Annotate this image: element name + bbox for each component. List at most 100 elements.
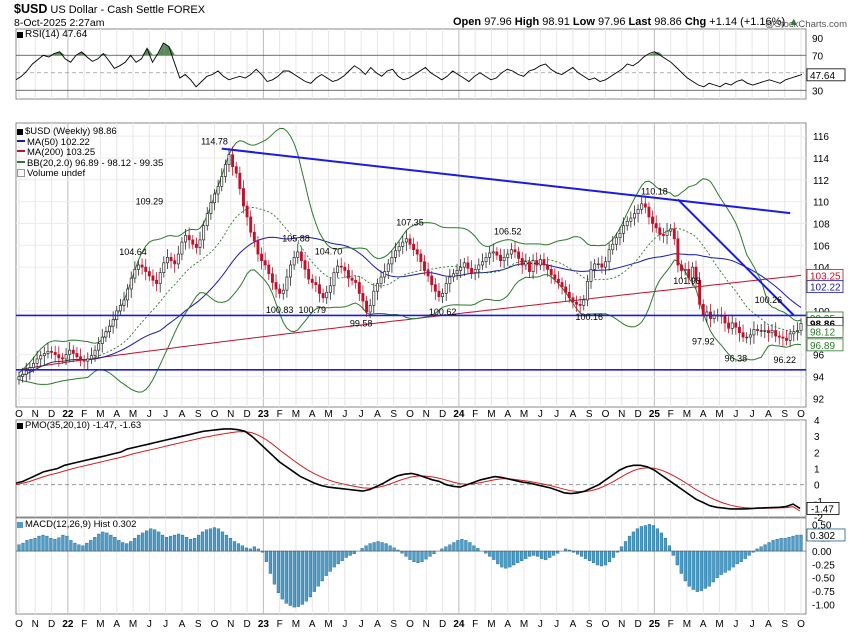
- candle-body: [133, 269, 137, 279]
- candle-body: [433, 284, 437, 292]
- macd-hist-bar: [556, 550, 560, 554]
- macd-hist-bar: [755, 548, 759, 552]
- candle-body: [404, 238, 408, 243]
- x-tick-label: M: [96, 619, 104, 630]
- downtrend-line-short: [677, 198, 795, 316]
- candle-body: [375, 283, 379, 292]
- price-annotation: 100.26: [755, 295, 783, 305]
- macd-hist-bar: [627, 535, 632, 552]
- price-annotation: 109.29: [136, 196, 164, 206]
- macd-hist-bar: [312, 550, 316, 592]
- candle-body: [785, 337, 788, 341]
- x-tick-label: A: [179, 619, 186, 630]
- rsi-y-tick: 70: [812, 51, 824, 62]
- macd-hist-bar: [45, 535, 49, 552]
- macd-hist-bar: [484, 550, 488, 554]
- symbol-name: US Dollar - Cash Settle: [50, 4, 165, 16]
- candle-body: [209, 202, 213, 215]
- x-tick-label: O: [15, 409, 23, 420]
- macd-hist-bar: [352, 550, 356, 554]
- candle-body: [672, 228, 676, 240]
- ma200-swatch: [17, 150, 25, 152]
- candle-body: [752, 329, 756, 336]
- macd-y-tick: -0.25: [812, 560, 835, 571]
- x-tick-label: D: [243, 409, 250, 420]
- candle-body: [191, 239, 195, 245]
- macd-hist-bar: [89, 540, 93, 552]
- x-tick-label: J: [342, 619, 347, 630]
- price-badge-frame: [806, 338, 844, 352]
- candle-body: [600, 263, 604, 268]
- pmo-last-badge: [806, 502, 840, 515]
- pmo-y-tick: 0: [814, 481, 820, 492]
- candle-body: [578, 303, 582, 306]
- macd-hist-bar: [719, 550, 723, 575]
- macd-hist-bar: [332, 550, 336, 568]
- macd-hist-bar: [133, 538, 137, 552]
- x-tick-label: 24: [453, 619, 465, 630]
- x-tick-label: M: [520, 409, 528, 420]
- candle-body: [676, 238, 680, 266]
- price-y-tick: 112: [813, 176, 829, 187]
- candle-body: [484, 257, 488, 263]
- candle-body: [46, 350, 50, 354]
- x-tick-label: F: [81, 409, 87, 420]
- macd-hist-bar: [504, 550, 508, 569]
- candle-body: [17, 376, 21, 381]
- pmo-y-tick: 3: [814, 432, 820, 443]
- macd-hist-bar: [540, 550, 544, 559]
- macd-hist-bar: [448, 544, 452, 552]
- price-badge-value: 98.86: [810, 319, 835, 330]
- volume-swatch: [17, 169, 25, 177]
- macd-hist-bar: [695, 550, 699, 592]
- candle-body: [303, 260, 307, 270]
- candle-body: [546, 264, 550, 270]
- candle-body: [654, 223, 658, 229]
- rsi-y-tick: 30: [812, 86, 824, 97]
- candle-body: [32, 362, 35, 369]
- candle-body: [97, 343, 101, 351]
- low-value: 97.96: [597, 16, 626, 28]
- x-tick-label: 24: [453, 409, 465, 420]
- x-tick-label: A: [700, 409, 707, 420]
- macd-hist-bar: [460, 539, 464, 552]
- candle-body: [419, 253, 423, 263]
- macd-hist-bar: [691, 550, 695, 590]
- macd-hist-bar: [580, 550, 584, 557]
- macd-hist-bar: [137, 534, 141, 552]
- macd-hist-bar: [81, 545, 85, 552]
- candle-body: [459, 266, 463, 271]
- price-badge-value: 102.22: [810, 283, 841, 294]
- watermark: @StockCharts.com: [765, 19, 847, 30]
- candle-body: [738, 326, 741, 334]
- candle-body: [412, 243, 416, 251]
- x-tick-label: J: [359, 619, 364, 630]
- candle-body: [39, 355, 43, 360]
- rsi-overbought-fill: [646, 53, 653, 56]
- x-tick-label: J: [342, 409, 347, 420]
- macd-hist-bar: [388, 545, 392, 552]
- macd-hist-bar: [472, 545, 476, 552]
- price-badge-value: 96.89: [810, 341, 835, 352]
- macd-hist-bar: [611, 550, 616, 558]
- x-tick-label: F: [277, 619, 283, 630]
- pmo-line: [15, 428, 801, 510]
- pmo-label: PMO(35,20,10) -1.47, -1.63: [25, 420, 142, 431]
- pmo-y-tick: 4: [814, 416, 820, 427]
- candle-body: [564, 286, 568, 293]
- macd-hist-bar: [336, 550, 340, 565]
- macd-hist-bar: [775, 539, 779, 552]
- candle-body: [213, 193, 216, 204]
- macd-hist-bar: [164, 537, 169, 552]
- macd-hist-bar: [707, 550, 711, 587]
- macd-hist-bar: [57, 537, 61, 552]
- candle-body: [430, 275, 434, 286]
- macd-hist-bar: [667, 545, 671, 552]
- candle-body: [774, 330, 778, 337]
- x-tick-label: J: [538, 619, 543, 630]
- price-annotation: 100.79: [298, 305, 326, 315]
- macd-hist-bar: [244, 547, 248, 552]
- candle-body: [379, 276, 383, 284]
- x-tick-label: F: [472, 409, 478, 420]
- candle-body: [560, 282, 564, 288]
